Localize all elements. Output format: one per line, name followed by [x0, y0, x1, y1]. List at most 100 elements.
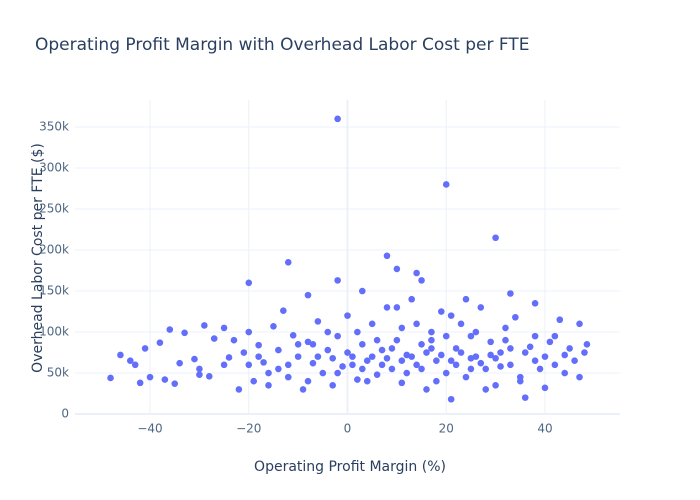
point	[383, 252, 391, 260]
point	[467, 365, 475, 373]
point	[492, 354, 499, 362]
point	[344, 312, 351, 319]
point	[462, 295, 470, 303]
point	[442, 369, 450, 377]
point	[220, 361, 228, 369]
point	[398, 324, 406, 332]
y-tick-label: 0	[61, 407, 69, 421]
point	[107, 374, 114, 382]
point	[576, 373, 583, 381]
point	[541, 384, 549, 392]
point	[393, 265, 401, 273]
point	[230, 336, 238, 344]
point	[497, 363, 504, 370]
point	[260, 359, 267, 366]
point	[393, 304, 401, 311]
point	[398, 357, 406, 365]
point	[126, 357, 134, 365]
point	[531, 332, 539, 340]
point	[442, 181, 450, 188]
point	[245, 361, 253, 369]
point	[502, 324, 509, 332]
point	[373, 371, 381, 378]
point	[447, 395, 455, 403]
point	[487, 351, 494, 359]
point	[373, 336, 381, 344]
grid: −40 −20 0 20 40 0 50k 100k 150k 200k 250k 300k 350k	[39, 100, 620, 436]
point	[136, 379, 144, 387]
y-tick-label: 100k	[39, 325, 69, 339]
x-tick-label: −20	[236, 422, 261, 436]
point	[477, 359, 485, 367]
point	[492, 382, 499, 389]
point	[418, 365, 425, 373]
point	[521, 394, 529, 401]
point	[418, 341, 425, 348]
point	[457, 320, 465, 328]
point	[378, 361, 386, 369]
point	[452, 345, 460, 352]
point	[383, 354, 391, 362]
point	[314, 318, 322, 325]
x-tick-label: 20	[439, 422, 454, 436]
point	[146, 373, 154, 381]
point	[210, 335, 218, 342]
point	[284, 361, 292, 369]
point	[581, 349, 588, 356]
y-tick-label: 50k	[47, 366, 69, 380]
point	[502, 336, 509, 344]
point	[176, 359, 183, 367]
point	[363, 377, 371, 385]
point	[334, 369, 341, 377]
point	[408, 295, 415, 303]
point	[428, 328, 435, 336]
point	[447, 357, 455, 365]
point	[403, 369, 411, 377]
x-tick-label: −40	[137, 422, 162, 436]
point	[181, 329, 188, 337]
point	[512, 313, 519, 321]
point	[205, 373, 213, 380]
y-tick-label: 200k	[39, 243, 69, 257]
point	[388, 365, 396, 373]
point	[235, 386, 243, 393]
point	[393, 336, 401, 344]
point	[284, 259, 292, 266]
point	[304, 377, 312, 385]
point	[339, 363, 346, 370]
point	[526, 343, 534, 351]
point	[378, 346, 386, 354]
point	[413, 361, 420, 369]
point	[329, 382, 336, 389]
point	[531, 357, 539, 365]
y-tick-label: 350k	[39, 120, 69, 134]
point	[561, 369, 569, 377]
point	[507, 345, 514, 352]
point	[423, 386, 430, 393]
x-axis-title: Operating Profit Margin (%)	[254, 459, 446, 475]
point	[576, 320, 583, 328]
point	[354, 376, 361, 383]
point	[275, 346, 282, 354]
point	[507, 361, 514, 369]
point	[324, 346, 332, 354]
x-tick-label: 40	[537, 422, 552, 436]
point	[447, 312, 455, 319]
chart-title: Operating Profit Margin with Overhead La…	[35, 35, 529, 55]
point	[418, 277, 425, 284]
point	[457, 349, 465, 356]
point	[556, 316, 564, 324]
point	[551, 332, 559, 340]
point	[497, 349, 504, 356]
point	[583, 341, 591, 348]
point	[329, 354, 336, 362]
point	[314, 353, 322, 360]
point	[171, 380, 179, 387]
y-tick-label: 250k	[39, 202, 69, 216]
point	[363, 357, 371, 365]
point	[467, 354, 475, 362]
point	[383, 304, 391, 311]
point	[437, 308, 445, 315]
point	[334, 277, 341, 284]
point	[201, 322, 208, 329]
